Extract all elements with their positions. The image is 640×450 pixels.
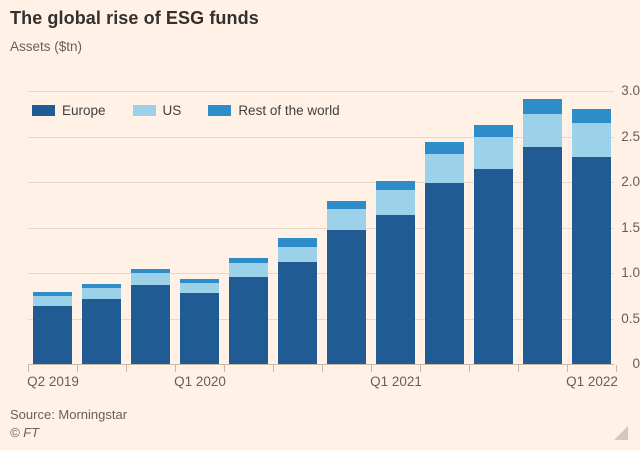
legend-item-rest-of-the-world: Rest of the world — [208, 103, 340, 118]
x-axis-label-q1-2022: Q1 2022 — [566, 374, 618, 389]
bar-segment-row-q1-2022 — [572, 109, 611, 123]
gridline-1.0 — [28, 273, 614, 274]
x-axis-tick — [28, 365, 29, 372]
bar-segment-row-q4-2020 — [327, 201, 366, 209]
bar-segment-us-q4-2020 — [327, 209, 366, 230]
gridline-2.5 — [28, 137, 614, 138]
x-axis-tick — [175, 365, 176, 372]
bar-segment-row-q2-2021 — [425, 142, 464, 154]
x-axis-tick — [469, 365, 470, 372]
gridline-0.5 — [28, 319, 614, 320]
bar-segment-row-q3-2021 — [474, 125, 513, 137]
y-axis-label-3.0: 3.0 — [621, 83, 640, 98]
bar-segment-europe-q3-2021 — [474, 169, 513, 364]
bar-segment-europe-q1-2022 — [572, 157, 611, 364]
x-axis-tick — [420, 365, 421, 372]
source-label: Source: Morningstar — [10, 407, 128, 422]
legend: Europe US Rest of the world — [32, 103, 340, 118]
bar-segment-europe-q4-2020 — [327, 230, 366, 364]
legend-label: Rest of the world — [238, 103, 340, 118]
legend-swatch-us — [132, 105, 156, 116]
bar-segment-europe-q1-2020 — [180, 293, 219, 364]
x-axis-tick — [616, 365, 617, 372]
x-axis-tick — [77, 365, 78, 372]
bar-segment-us-q2-2020 — [229, 263, 268, 277]
bar-segment-row-q2-2020 — [229, 258, 268, 263]
legend-swatch-europe — [32, 105, 55, 116]
x-axis-tick — [126, 365, 127, 372]
bar-segment-us-q1-2021 — [376, 190, 415, 215]
y-axis-label-1.0: 1.0 — [621, 265, 640, 280]
bar-segment-europe-q2-2020 — [229, 277, 268, 364]
legend-swatch-row — [208, 105, 232, 116]
y-axis-label-2.5: 2.5 — [621, 129, 640, 144]
x-axis-tick — [322, 365, 323, 372]
bar-segment-us-q3-2020 — [278, 247, 317, 262]
bar-segment-us-q1-2022 — [572, 123, 611, 157]
legend-item-us: US — [132, 103, 182, 118]
bar-segment-europe-q2-2019 — [33, 306, 72, 364]
x-axis-tick — [518, 365, 519, 372]
bar-segment-row-q1-2021 — [376, 181, 415, 190]
bar-segment-us-q3-2021 — [474, 137, 513, 169]
y-axis-label-2.0: 2.0 — [621, 174, 640, 189]
x-axis-label-q2-2019: Q2 2019 — [27, 374, 79, 389]
bar-segment-europe-q4-2021 — [523, 147, 562, 364]
bar-segment-us-q4-2019 — [131, 273, 170, 285]
bar-segment-row-q2-2019 — [33, 292, 72, 296]
x-axis-tick — [371, 365, 372, 372]
y-axis-label-0: 0 — [632, 356, 640, 371]
bar-segment-row-q4-2021 — [523, 99, 562, 114]
x-axis-label-q1-2020: Q1 2020 — [174, 374, 226, 389]
bar-segment-europe-q1-2021 — [376, 215, 415, 364]
resize-handle-icon[interactable] — [614, 426, 628, 440]
gridline-2.0 — [28, 182, 614, 183]
bar-segment-us-q1-2020 — [180, 283, 219, 293]
chart-subtitle: Assets ($tn) — [10, 39, 83, 54]
ft-copyright: © FT — [10, 425, 40, 440]
x-axis-tick — [567, 365, 568, 372]
y-axis-label-0.5: 0.5 — [621, 311, 640, 326]
bar-segment-row-q4-2019 — [131, 269, 170, 273]
bar-segment-us-q4-2021 — [523, 114, 562, 147]
x-axis-tick — [224, 365, 225, 372]
gridline-1.5 — [28, 228, 614, 229]
bar-segment-row-q3-2019 — [82, 284, 121, 288]
x-axis-label-q1-2021: Q1 2021 — [370, 374, 422, 389]
x-axis-baseline — [28, 364, 614, 365]
chart-title: The global rise of ESG funds — [10, 8, 259, 28]
x-axis-tick — [273, 365, 274, 372]
bar-segment-europe-q4-2019 — [131, 285, 170, 364]
bar-segment-europe-q2-2021 — [425, 183, 464, 364]
legend-label: US — [162, 103, 182, 118]
legend-label: Europe — [62, 103, 106, 118]
bar-segment-us-q2-2019 — [33, 296, 72, 306]
bar-segment-us-q3-2019 — [82, 288, 121, 299]
bar-segment-us-q2-2021 — [425, 154, 464, 183]
bar-segment-row-q3-2020 — [278, 238, 317, 247]
y-axis-label-1.5: 1.5 — [621, 220, 640, 235]
bar-segment-europe-q3-2020 — [278, 262, 317, 364]
legend-item-europe: Europe — [32, 103, 106, 118]
bar-segment-europe-q3-2019 — [82, 299, 121, 364]
gridline-3.0 — [28, 91, 614, 92]
bar-segment-row-q1-2020 — [180, 279, 219, 283]
